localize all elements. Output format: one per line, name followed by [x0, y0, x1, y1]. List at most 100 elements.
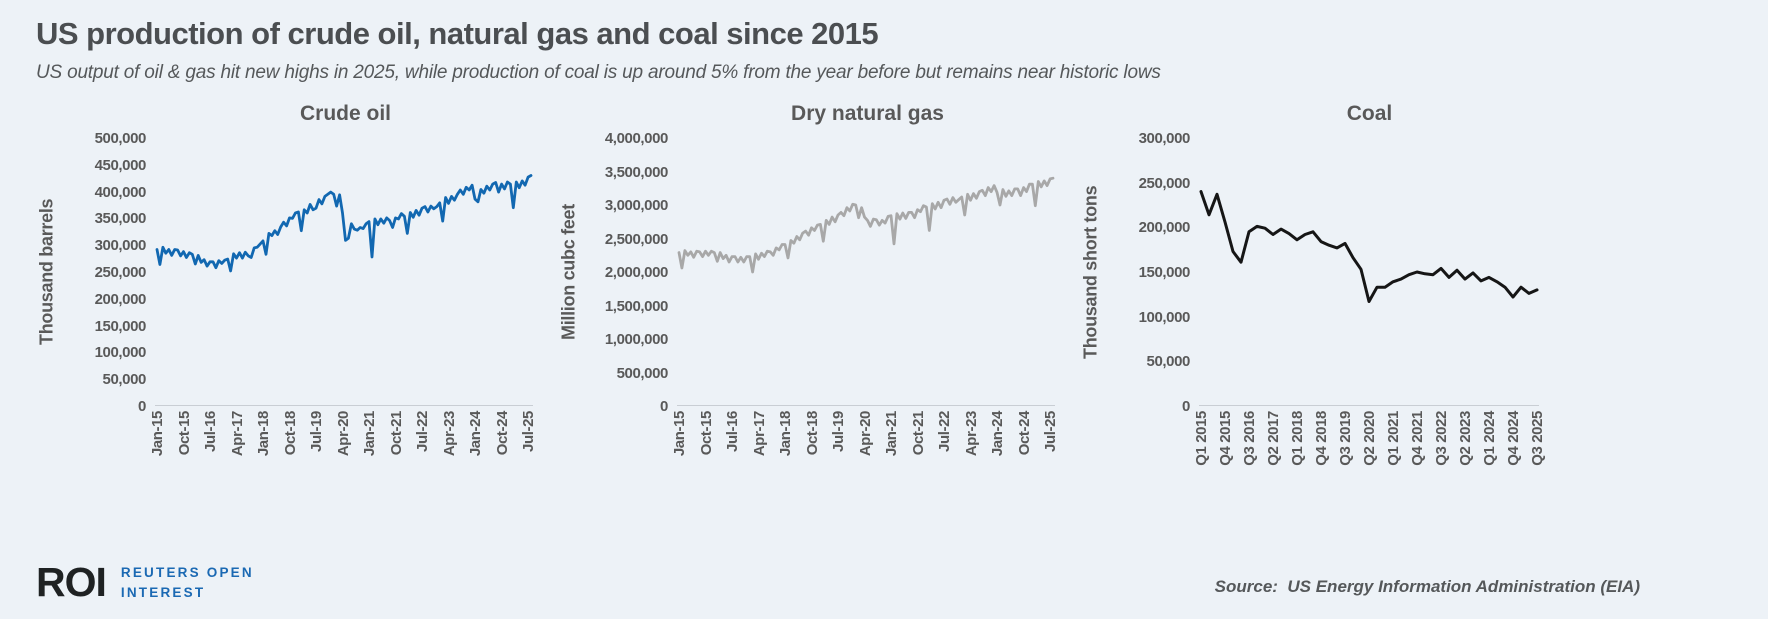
y-tick-label: 50,000 — [102, 371, 147, 389]
y-tick-label: 0 — [660, 398, 668, 415]
y-axis-tick-labels-coal: 0 50,000 100,000 150,000 200,000 250,000 300,0… — [1104, 130, 1199, 415]
charts-row: Crude oil Thousand barrels 0 50,000 100,00… — [0, 102, 1768, 492]
x-tick-label: Q2 2017 — [1265, 411, 1282, 466]
x-tick-label: Oct-18 — [281, 411, 299, 456]
x-tick-label: Jan-18 — [777, 411, 795, 457]
y-tick-label: 500,000 — [94, 130, 147, 147]
y-tick-label: 250,000 — [94, 264, 147, 281]
source-attribution: Source: US Energy Information Administra… — [1214, 577, 1640, 596]
y-tick-label: 50,000 — [1146, 353, 1191, 371]
x-tick-label: Apr-17 — [228, 411, 246, 457]
x-tick-label: Apr-20 — [856, 411, 874, 457]
chart-body-dry-natural-gas: Million cubc feet 0 500,000 1,000,000 1,500… — [556, 130, 1060, 492]
x-tick-label: Jan-21 — [361, 411, 379, 457]
x-tick-label: Jan-18 — [255, 411, 273, 457]
x-tick-label: Jan-24 — [467, 411, 485, 457]
x-tick-label: Jan-15 — [149, 411, 166, 457]
x-tick-label: Oct-21 — [387, 411, 405, 456]
x-tick-label: Jan-15 — [671, 411, 688, 457]
y-tick-label: 100,000 — [1138, 308, 1191, 326]
y-tick-label: 300,000 — [1138, 130, 1191, 147]
page-subtitle: US output of oil & gas hit new highs in … — [36, 62, 1161, 83]
y-tick-label: 350,000 — [94, 210, 147, 228]
y-axis-title-dry-natural-gas: Million cubc feet — [558, 204, 579, 340]
plot-area-dry-natural-gas: Jan-15 Oct-15 Jul-16 Apr-17 Jan-18 Oct-18 Jul-… — [671, 138, 1059, 492]
x-tick-label: Q1 2024 — [1481, 411, 1498, 466]
x-tick-label: Jul-19 — [308, 411, 326, 452]
x-tick-label: Jul-25 — [1042, 411, 1060, 452]
y-axis-tick-labels-crude-oil: 0 50,000 100,000 150,000 200,000 250,000 300,0… — [60, 130, 155, 415]
y-tick-label: 150,000 — [1138, 264, 1191, 281]
y-tick-label: 2,000,000 — [604, 264, 669, 281]
y-axis-title-crude-oil: Thousand barrels — [36, 198, 57, 346]
chart-title-coal: Coal — [1346, 102, 1393, 125]
y-tick-label: 100,000 — [94, 344, 147, 362]
y-tick-label: 250,000 — [1138, 174, 1191, 192]
x-tick-label: Q4 2018 — [1313, 411, 1330, 466]
chart-title-dry-natural-gas: Dry natural gas — [791, 102, 944, 125]
reuters-open-interest-line1: REUTERS OPEN — [120, 564, 254, 580]
x-tick-label: Q4 2015 — [1217, 411, 1234, 466]
coal-x-axis-tick-labels: Q1 2015 Q4 2015 Q3 2016 Q2 2017 Q1 2018 Q4 20… — [1193, 406, 1546, 492]
x-tick-label: Oct-15 — [175, 411, 193, 456]
y-tick-label: 3,500,000 — [604, 163, 669, 181]
y-tick-label: 200,000 — [94, 290, 147, 308]
x-tick-label: Q1 2021 — [1385, 411, 1402, 466]
x-tick-label: Oct-24 — [493, 411, 511, 456]
x-tick-label: Jul-22 — [414, 411, 432, 452]
y-tick-label: 450,000 — [94, 156, 147, 174]
dry-natural-gas-chart-svg — [677, 176, 1055, 406]
y-axis-tick-labels-dry-natural-gas: 0 500,000 1,000,000 1,500,000 2,000,000 2,500… — [582, 130, 677, 415]
x-tick-label: Oct-21 — [909, 411, 927, 456]
x-tick-label: Apr-23 — [962, 411, 980, 457]
dry-natural-gas-line — [677, 176, 1055, 274]
y-tick-label: 1,500,000 — [604, 297, 669, 315]
y-tick-label: 3,000,000 — [604, 197, 669, 214]
x-tick-label: Jul-16 — [724, 411, 741, 452]
y-tick-label: 0 — [1182, 398, 1190, 415]
crude-oil-x-axis-tick-labels: Jan-15 Oct-15 Jul-16 Apr-17 Jan-18 Oct-18 Jul-… — [149, 406, 537, 492]
chart-panel-dry-natural-gas: Dry natural gas Million cubc feet 0 500,0… — [556, 102, 1060, 492]
plot-area-coal: Q1 2015 Q4 2015 Q3 2016 Q2 2017 Q1 2018 Q4 20… — [1193, 138, 1546, 492]
reuters-open-interest-text: REUTERS OPEN INTEREST — [121, 563, 254, 602]
crude-oil-line — [155, 174, 533, 273]
y-tick-label: 0 — [138, 398, 146, 415]
x-tick-label: Jan-24 — [989, 411, 1007, 457]
x-tick-label: Oct-24 — [1015, 411, 1033, 456]
y-axis-title-coal: Thousand short tons — [1080, 185, 1101, 359]
x-tick-label: Q4 2024 — [1505, 411, 1522, 466]
x-tick-label: Q2 2023 — [1457, 411, 1474, 466]
x-tick-label: Q3 2025 — [1529, 411, 1546, 466]
x-tick-label: Q1 2015 — [1193, 411, 1210, 466]
x-tick-label: Apr-23 — [440, 411, 458, 457]
y-tick-label: 400,000 — [94, 183, 147, 201]
x-tick-label: Jul-19 — [830, 411, 848, 452]
x-tick-label: Q3 2016 — [1241, 411, 1258, 466]
chart-body-coal: Thousand short tons 0 50,000 100,000 150,00… — [1078, 130, 1547, 492]
x-tick-label: Apr-17 — [750, 411, 768, 457]
y-tick-label: 500,000 — [616, 364, 669, 382]
y-tick-label: 2,500,000 — [604, 230, 669, 248]
reuters-open-interest-logo: ROI REUTERS OPEN INTEREST — [36, 562, 254, 603]
header: US production of crude oil, natural gas … — [0, 0, 1768, 84]
x-tick-label: Q2 2020 — [1361, 411, 1378, 466]
chart-title-crude-oil: Crude oil — [299, 102, 391, 125]
crude-oil-chart-svg — [155, 174, 533, 406]
x-tick-label: Q4 2021 — [1409, 411, 1426, 466]
x-tick-label: Apr-20 — [334, 411, 352, 457]
x-tick-label: Jul-22 — [936, 411, 954, 452]
roi-logo-text: ROI — [36, 559, 107, 605]
chart-panel-crude-oil: Crude oil Thousand barrels 0 50,000 100,00… — [34, 102, 538, 492]
x-tick-label: Oct-15 — [697, 411, 715, 456]
x-tick-label: Jan-21 — [883, 411, 901, 457]
x-tick-label: Q1 2018 — [1289, 411, 1306, 466]
reuters-open-interest-line2: INTEREST — [120, 584, 206, 600]
chart-body-crude-oil: Thousand barrels 0 50,000 100,000 150,000 20… — [34, 130, 538, 492]
coal-chart-svg — [1199, 190, 1539, 406]
x-tick-label: Q3 2019 — [1337, 411, 1354, 466]
coal-line — [1199, 190, 1539, 303]
plot-area-crude-oil: Jan-15 Oct-15 Jul-16 Apr-17 Jan-18 Oct-18 Jul-… — [149, 138, 537, 492]
y-tick-label: 200,000 — [1138, 219, 1191, 237]
chart-panel-coal: Coal Thousand short tons 0 50,000 100,000 1… — [1078, 102, 1547, 492]
x-tick-label: Q3 2022 — [1433, 411, 1450, 466]
